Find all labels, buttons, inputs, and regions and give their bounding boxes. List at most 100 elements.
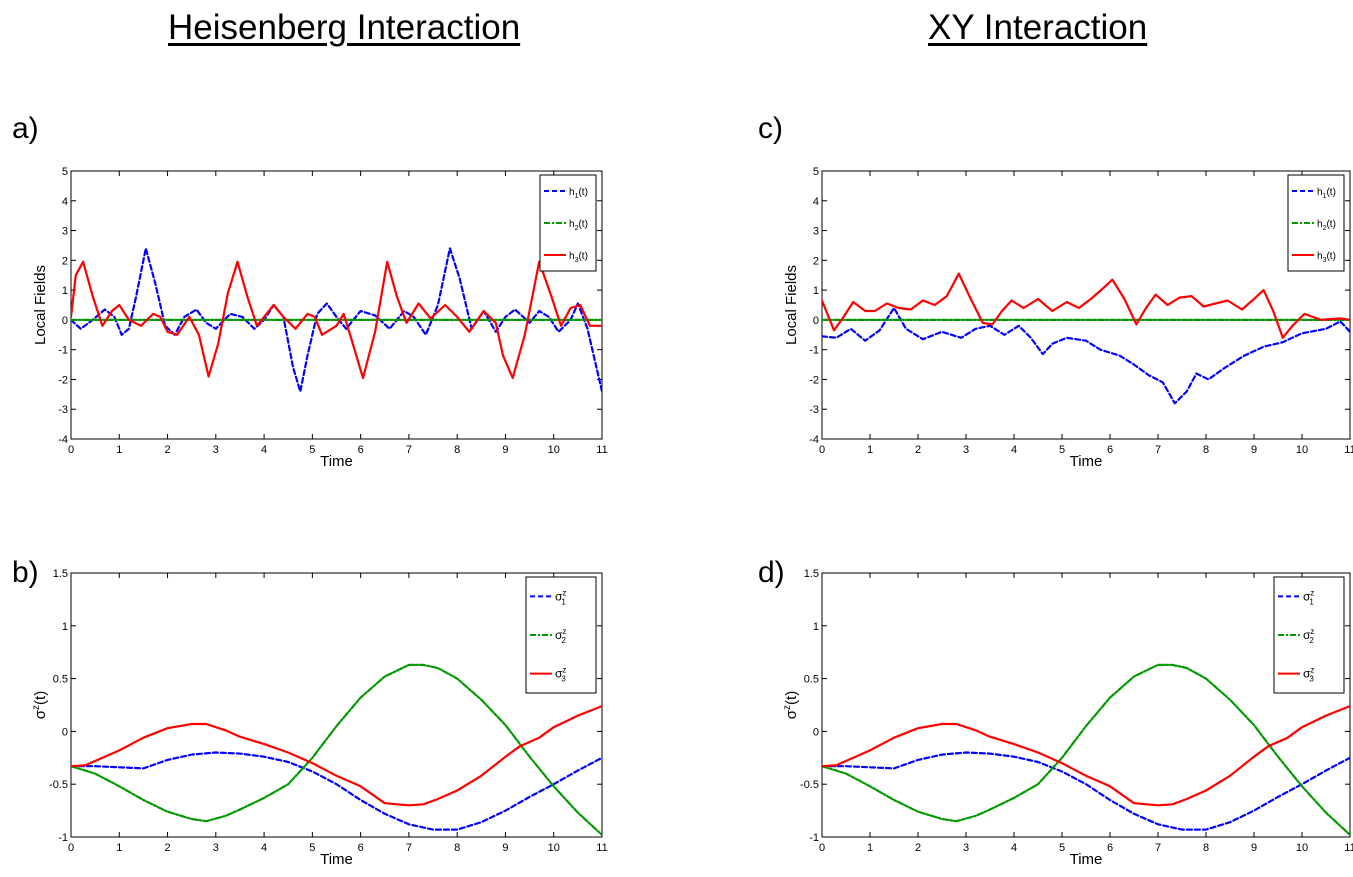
y-tick-label: -2 xyxy=(58,374,68,386)
y-axis-label: Local Fields xyxy=(783,265,800,345)
x-tick-label: 3 xyxy=(213,842,219,854)
x-tick-label: 4 xyxy=(261,444,267,456)
x-tick-label: 11 xyxy=(1344,842,1353,854)
x-tick-label: 9 xyxy=(1251,444,1257,456)
y-tick-label: -2 xyxy=(809,374,819,386)
y-tick-label: 0.5 xyxy=(804,674,819,686)
x-tick-label: 4 xyxy=(1011,842,1017,854)
x-tick-label: 11 xyxy=(1344,444,1353,456)
panel-label-d: d) xyxy=(758,556,785,589)
legend-entry-1: h1(t) xyxy=(1317,187,1336,200)
y-axis-label: σz(t) xyxy=(31,691,49,719)
y-tick-label: -0.5 xyxy=(49,779,68,791)
chart-a-local-fields-heisenberg: 0 1 2 3 4 5 6 7 8 9 10 11 -4 -3 -2 -1 0 1 2 3 4 5 Time Local Fi… xyxy=(32,166,608,470)
series-line-3 xyxy=(71,705,602,807)
x-tick-label: 11 xyxy=(596,842,607,854)
y-tick-label: 0 xyxy=(62,726,68,738)
y-tick-label: 0 xyxy=(62,315,68,327)
y-tick-label: 4 xyxy=(62,196,68,208)
x-tick-label: 0 xyxy=(819,444,825,456)
x-tick-label: 2 xyxy=(915,842,921,854)
y-tick-label: -1 xyxy=(809,832,819,844)
panel-label-a: a) xyxy=(12,112,39,145)
x-tick-label: 8 xyxy=(1203,444,1209,456)
y-tick-label: -1 xyxy=(58,832,68,844)
y-tick-label: -0.5 xyxy=(800,779,819,791)
legend-entry-3: σz 3 xyxy=(1303,666,1314,684)
x-axis-label: Time xyxy=(320,453,353,470)
x-tick-label: 2 xyxy=(915,444,921,456)
series-line-3 xyxy=(71,260,602,380)
series-line-2 xyxy=(71,663,602,836)
heisenberg-heading: Heisenberg Interaction xyxy=(168,8,521,47)
x-axis-label: Time xyxy=(320,851,353,868)
x-tick-label: 4 xyxy=(1011,444,1017,456)
x-tick-label: 10 xyxy=(1296,444,1308,456)
plot-area-frame xyxy=(70,572,603,838)
chart-d-sigma-xy: 0 1 2 3 4 5 6 7 8 9 10 11 -1 -0.5 0 0.5 1 1.5 Time σz(t) σz 1… xyxy=(782,568,1353,868)
x-tick-label: 10 xyxy=(548,444,560,456)
y-tick-label: 0.5 xyxy=(53,674,68,686)
x-tick-label: 8 xyxy=(454,842,460,854)
y-tick-label: -4 xyxy=(58,434,68,446)
x-tick-label: 6 xyxy=(1107,842,1113,854)
y-axis-label: Local Fields xyxy=(32,265,49,345)
y-tick-label: -3 xyxy=(58,404,68,416)
x-tick-label: 2 xyxy=(164,842,170,854)
y-tick-label: 2 xyxy=(813,255,819,267)
y-axis-label: σz(t) xyxy=(782,691,800,719)
y-tick-label: -1 xyxy=(809,345,819,357)
x-axis-label: Time xyxy=(1070,851,1103,868)
series-line-1 xyxy=(71,247,602,393)
x-tick-label: 6 xyxy=(1107,444,1113,456)
x-tick-label: 10 xyxy=(548,842,560,854)
x-tick-label: 9 xyxy=(502,444,508,456)
y-tick-label: 3 xyxy=(813,226,819,238)
plot-area-frame xyxy=(70,170,603,440)
legend-entry-3: σz 3 xyxy=(555,666,566,684)
x-tick-label: 3 xyxy=(963,842,969,854)
plot-area-frame xyxy=(821,170,1351,440)
y-tick-label: 3 xyxy=(62,226,68,238)
y-tick-label: 1.5 xyxy=(53,568,68,580)
y-tick-label: 5 xyxy=(813,166,819,178)
x-tick-label: 6 xyxy=(358,444,364,456)
x-axis-label: Time xyxy=(1070,453,1103,470)
chart-c-local-fields-xy: 0 1 2 3 4 5 6 7 8 9 10 11 -4 -3 -2 -1 0 1 2 3 4 5 Time Local Fi… xyxy=(783,166,1353,470)
y-tick-label: 0 xyxy=(813,726,819,738)
x-tick-label: 3 xyxy=(213,444,219,456)
x-tick-label: 5 xyxy=(309,444,315,456)
y-tick-label: -4 xyxy=(809,434,819,446)
legend-entry-2: h2(t) xyxy=(1317,219,1336,232)
x-tick-label: 0 xyxy=(819,842,825,854)
y-tick-label: -1 xyxy=(58,345,68,357)
series-line-1 xyxy=(822,306,1350,405)
panel-label-b: b) xyxy=(12,556,39,589)
plot-area-frame xyxy=(821,572,1351,838)
series-line-2 xyxy=(822,663,1350,836)
series-line-1 xyxy=(71,751,602,831)
x-tick-label: 2 xyxy=(164,444,170,456)
y-tick-label: 2 xyxy=(62,255,68,267)
x-tick-label: 5 xyxy=(1059,444,1065,456)
y-tick-label: 1 xyxy=(62,285,68,297)
x-tick-label: 7 xyxy=(406,444,412,456)
series-line-3 xyxy=(822,705,1350,807)
legend-entry-1: σz 1 xyxy=(555,588,566,606)
panel-label-c: c) xyxy=(758,112,783,145)
legend-entry-1: σz 1 xyxy=(1303,588,1314,606)
legend-entry-3: h3(t) xyxy=(569,251,588,264)
legend-entry-2: h2(t) xyxy=(569,219,588,232)
y-tick-label: 5 xyxy=(62,166,68,178)
legend-entry-2: σz 2 xyxy=(1303,627,1314,645)
x-tick-label: 8 xyxy=(1203,842,1209,854)
legend-entry-2: σz 2 xyxy=(555,627,566,645)
y-tick-label: -3 xyxy=(809,404,819,416)
y-tick-label: 1 xyxy=(62,621,68,633)
x-tick-label: 1 xyxy=(867,842,873,854)
xy-heading: XY Interaction xyxy=(928,8,1148,47)
x-tick-label: 1 xyxy=(116,842,122,854)
x-tick-label: 6 xyxy=(358,842,364,854)
x-tick-label: 10 xyxy=(1296,842,1308,854)
x-tick-label: 5 xyxy=(309,842,315,854)
